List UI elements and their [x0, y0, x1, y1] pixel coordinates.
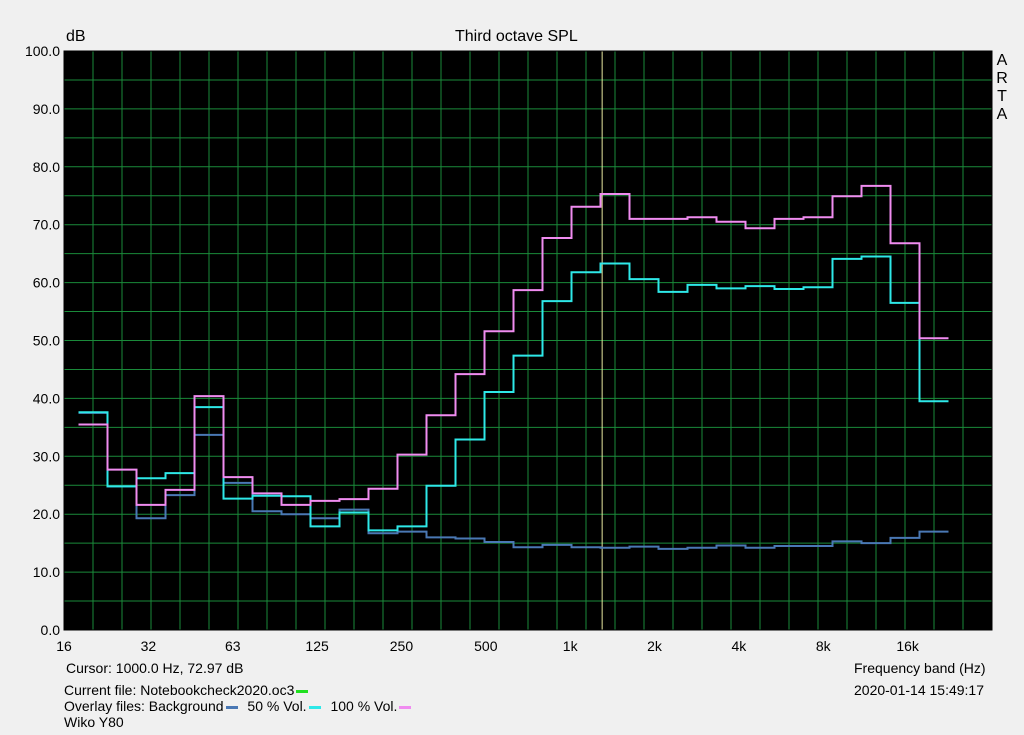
x-tick-label: 16	[56, 638, 72, 654]
device-name: Wiko Y80	[64, 714, 124, 730]
cursor-readout: Cursor: 1000.0 Hz, 72.97 dB	[66, 660, 244, 676]
side-label-letter: A	[996, 106, 1008, 123]
background-swatch	[225, 705, 238, 709]
y-tick-label: 60.0	[33, 275, 60, 291]
y-tick-label: 10.0	[33, 564, 60, 580]
overlay-100-label: 100 % Vol.	[330, 698, 398, 714]
side-label-letter: T	[997, 88, 1007, 105]
y-axis-label: dB	[66, 28, 86, 45]
y-tick-label: 80.0	[33, 159, 60, 175]
timestamp: 2020-01-14 15:49:17	[854, 682, 984, 698]
side-label-letter: A	[996, 52, 1008, 69]
y-tick-label: 90.0	[33, 101, 60, 117]
y-tick-label: 0.0	[41, 622, 61, 638]
y-tick-label: 70.0	[33, 217, 60, 233]
x-tick-label: 2k	[647, 638, 663, 654]
y-tick-label: 100.0	[25, 43, 60, 59]
vol100-swatch	[399, 705, 412, 709]
y-tick-label: 50.0	[33, 333, 60, 349]
vol50-swatch	[308, 705, 321, 709]
y-tick-label: 20.0	[33, 506, 60, 522]
series-layer	[78, 184, 949, 550]
y-tick-label: 40.0	[33, 390, 60, 406]
x-axis-ticks: 16 32 63 125 250 500 1k 2k 4k 8k 16k	[56, 638, 920, 654]
y-axis-ticks: 0.0 10.0 20.0 30.0 40.0 50.0 60.0 70.0 80.0 90.0 1…	[25, 43, 60, 638]
plot-border	[63, 50, 993, 631]
series-line	[78, 255, 949, 532]
x-tick-label: 32	[141, 638, 157, 654]
side-label-letter: R	[996, 70, 1008, 87]
x-tick-label: 125	[305, 638, 329, 654]
x-axis-label: Frequency band (Hz)	[854, 660, 986, 676]
x-tick-label: 8k	[816, 638, 832, 654]
series-line	[78, 184, 949, 506]
x-tick-label: 16k	[896, 638, 920, 654]
current-file-label: Current file: Notebookcheck2020.oc3	[64, 682, 295, 698]
overlay-background-label: Overlay files: Background	[64, 698, 224, 714]
grid	[64, 51, 992, 630]
x-tick-label: 500	[474, 638, 498, 654]
current-file-swatch	[296, 689, 309, 693]
current-file: Current file: Notebookcheck2020.oc3	[64, 682, 314, 698]
x-tick-label: 250	[390, 638, 414, 654]
y-tick-label: 30.0	[33, 448, 60, 464]
x-tick-label: 1k	[563, 638, 579, 654]
overlay-50-label: 50 % Vol.	[247, 698, 307, 714]
overlay-files: Overlay files: Background 50 % Vol. 100 …	[64, 698, 417, 714]
x-tick-label: 63	[225, 638, 241, 654]
x-tick-label: 4k	[732, 638, 748, 654]
chart-title: Third octave SPL	[455, 28, 578, 45]
